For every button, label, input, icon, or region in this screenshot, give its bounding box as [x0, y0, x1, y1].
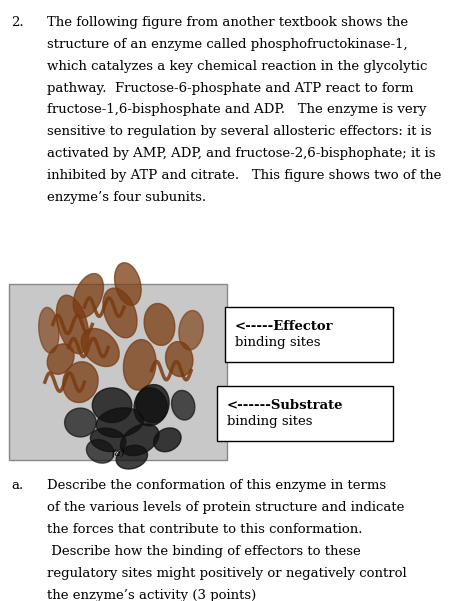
Text: Describe the conformation of this enzyme in terms: Describe the conformation of this enzyme…	[47, 479, 386, 492]
Ellipse shape	[90, 428, 126, 451]
FancyBboxPatch shape	[9, 284, 227, 460]
Ellipse shape	[47, 344, 74, 374]
Text: pathway.  Fructose-6-phosphate and ATP react to form: pathway. Fructose-6-phosphate and ATP re…	[47, 82, 413, 94]
Text: activated by AMP, ADP, and fructose-2,6-bisphophate; it is: activated by AMP, ADP, and fructose-2,6-…	[47, 147, 435, 160]
Ellipse shape	[172, 391, 195, 420]
Text: the forces that contribute to this conformation.: the forces that contribute to this confo…	[47, 523, 362, 536]
Ellipse shape	[134, 385, 169, 426]
Ellipse shape	[124, 340, 156, 390]
Ellipse shape	[64, 408, 96, 437]
Text: Describe how the binding of effectors to these: Describe how the binding of effectors to…	[47, 545, 360, 558]
Text: <-----Effector: <-----Effector	[235, 320, 333, 333]
Text: (a): (a)	[111, 449, 125, 458]
Ellipse shape	[165, 341, 193, 377]
Text: of the various levels of protein structure and indicate: of the various levels of protein structu…	[47, 501, 404, 514]
Ellipse shape	[154, 428, 181, 452]
Ellipse shape	[56, 295, 89, 354]
Text: 2.: 2.	[11, 16, 24, 29]
Text: binding sites: binding sites	[235, 336, 320, 349]
Ellipse shape	[96, 408, 144, 437]
Text: The following figure from another textbook shows the: The following figure from another textbo…	[47, 16, 408, 29]
Text: enzyme’s four subunits.: enzyme’s four subunits.	[47, 191, 206, 204]
Ellipse shape	[144, 304, 175, 346]
Text: regulatory sites might positively or negatively control: regulatory sites might positively or neg…	[47, 567, 407, 580]
Ellipse shape	[92, 388, 132, 423]
Text: the enzyme’s activity (3 points): the enzyme’s activity (3 points)	[47, 588, 256, 601]
Text: inhibited by ATP and citrate.   This figure shows two of the: inhibited by ATP and citrate. This figur…	[47, 169, 441, 182]
Ellipse shape	[39, 307, 59, 353]
Ellipse shape	[120, 424, 159, 456]
FancyBboxPatch shape	[217, 386, 392, 441]
Ellipse shape	[179, 311, 204, 350]
Text: fructose-1,6-bisphosphate and ADP.   The enzyme is very: fructose-1,6-bisphosphate and ADP. The e…	[47, 103, 426, 117]
Ellipse shape	[73, 273, 103, 318]
Ellipse shape	[136, 388, 167, 423]
Text: structure of an enzyme called phosphofructokinase-1,: structure of an enzyme called phosphofru…	[47, 38, 407, 50]
Ellipse shape	[81, 329, 119, 367]
Text: a.: a.	[11, 479, 24, 492]
Text: sensitive to regulation by several allosteric effectors: it is: sensitive to regulation by several allos…	[47, 126, 431, 138]
Text: binding sites: binding sites	[227, 415, 312, 429]
Ellipse shape	[103, 288, 137, 338]
Text: which catalyzes a key chemical reaction in the glycolytic: which catalyzes a key chemical reaction …	[47, 59, 427, 73]
FancyBboxPatch shape	[225, 307, 392, 362]
Ellipse shape	[63, 362, 98, 403]
Ellipse shape	[115, 263, 141, 305]
Ellipse shape	[86, 439, 114, 463]
Text: <------Substrate: <------Substrate	[227, 399, 343, 412]
Ellipse shape	[116, 445, 148, 469]
